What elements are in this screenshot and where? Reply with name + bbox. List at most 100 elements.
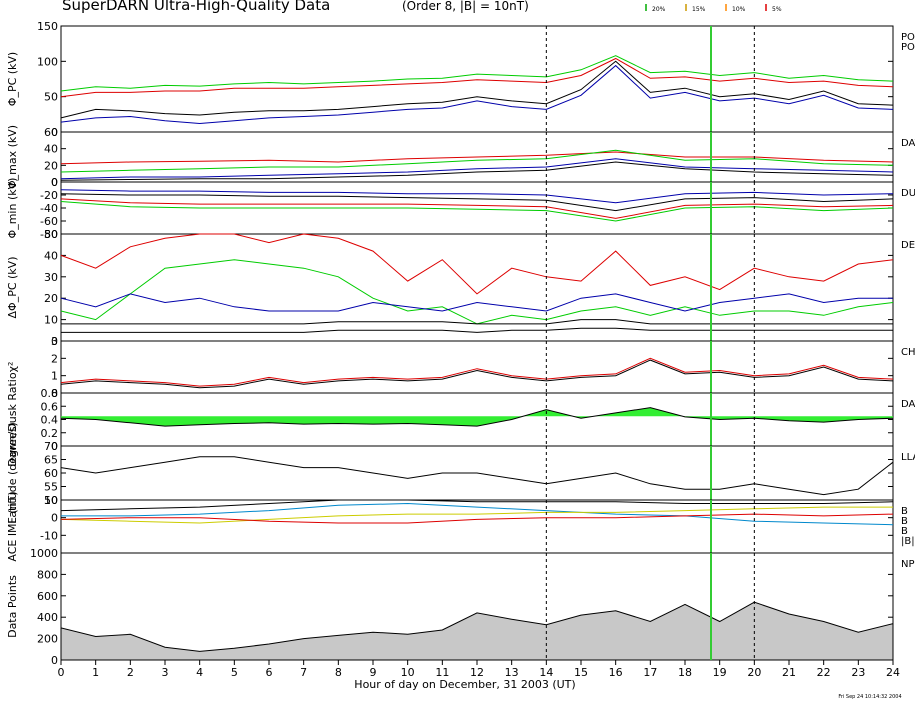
right-label-0-1: PO	[901, 42, 915, 53]
ytick-label-1-0: 0	[51, 176, 58, 189]
series-line-0-0	[60, 55, 894, 92]
xtick-label-15: 15	[574, 666, 588, 679]
xtick-label-12: 12	[470, 666, 484, 679]
legend-label-2: 10%	[732, 6, 746, 13]
ytick-label-5-0: 0	[51, 440, 58, 453]
panel-4: 0 1 2 3 χ² CH	[6, 335, 915, 400]
ytick-label-8-0: 0	[51, 654, 58, 667]
xtick-label-24: 24	[886, 666, 900, 679]
series-line-2-2	[60, 198, 894, 219]
ytick-label-4-1: 1	[51, 370, 58, 383]
panel-frame-0	[60, 25, 894, 133]
right-label-0-0: PO	[901, 32, 915, 43]
ytick-label-6-2: 60	[44, 467, 58, 480]
series-line-4-0	[60, 357, 894, 387]
ytick-label-3-4: 40	[44, 249, 58, 262]
ylabel-3: ΔΦ_PC (kV)	[6, 257, 19, 319]
xtick-label-20: 20	[747, 666, 761, 679]
ytick-label-3-1: 10	[44, 314, 58, 327]
ytick-label-3-0: 0	[51, 335, 58, 348]
series-line-7-2	[60, 506, 893, 524]
ytick-label-2-4: 0	[51, 176, 58, 189]
xtick-label-5: 5	[231, 666, 238, 679]
xtick-label-11: 11	[435, 666, 449, 679]
xtick-label-18: 18	[678, 666, 692, 679]
right-label-5-0: DAY	[901, 399, 915, 410]
panel-3: 0 10 20 30 40 50 ΔΦ_PC (kV) DE	[6, 228, 915, 348]
right-label-7-2: B	[901, 526, 908, 537]
xtick-label-14: 14	[539, 666, 553, 679]
panel-2: -80-60-40-200 Φ_min (kV) DU	[6, 176, 915, 241]
series-line-2-0	[60, 189, 894, 204]
series-line-7-0	[60, 499, 894, 512]
ytick-label-6-0: 50	[44, 494, 58, 507]
ytick-label-7-2: 10	[44, 494, 58, 507]
series-line-3-2	[60, 293, 893, 312]
ytick-label-5-1: 0.2	[41, 427, 59, 440]
ytick-label-3-5: 50	[44, 228, 58, 241]
ytick-label-6-3: 65	[44, 454, 58, 467]
ytick-label-8-2: 400	[37, 611, 58, 624]
xtick-label-22: 22	[817, 666, 831, 679]
xtick-label-23: 23	[851, 666, 865, 679]
series-line-6-0	[60, 456, 894, 496]
xtick-label-10: 10	[401, 666, 415, 679]
series-line-3-3	[61, 319, 893, 325]
xtick-label-4: 4	[196, 666, 203, 679]
series-fill-5-0	[61, 407, 893, 427]
ytick-label-0-1: 50	[44, 91, 58, 104]
xtick-label-17: 17	[643, 666, 657, 679]
series-line-2-1	[60, 193, 894, 212]
xtick-label-3: 3	[162, 666, 169, 679]
panel-frame-3	[60, 233, 894, 342]
x-axis: 0 1 2 3 4 5 6 7 8 9 10 11 12 13 14 15 16 17 18 19 20 21 22 23 24	[58, 660, 900, 679]
series-line-1-0	[60, 151, 894, 165]
ytick-label-1-1: 20	[44, 159, 58, 172]
legend-label-1: 15%	[692, 6, 706, 13]
ytick-label-2-0: -80	[40, 228, 58, 241]
right-label-3-0: DE	[901, 240, 915, 251]
chart-title: SuperDARN Ultra-High-Quality Data	[62, 0, 330, 14]
xtick-label-13: 13	[505, 666, 519, 679]
xtick-label-1: 1	[92, 666, 99, 679]
ytick-label-2-1: -60	[40, 215, 58, 228]
ytick-label-2-2: -40	[40, 202, 58, 215]
ytick-label-4-3: 3	[51, 335, 58, 348]
series-line-0-2	[60, 60, 894, 119]
right-label-6-0: LLA	[901, 452, 915, 463]
series-line-4-1	[60, 359, 894, 389]
ylabel-6: Latitude (degrees)	[6, 422, 19, 524]
ytick-label-1-2: 40	[44, 143, 58, 156]
x-axis-label: Hour of day on December, 31 2003 (UT)	[354, 678, 575, 691]
ytick-label-4-0: 0	[51, 387, 58, 400]
xtick-label-21: 21	[782, 666, 796, 679]
ytick-label-8-3: 600	[37, 590, 58, 603]
ylabel-8: Data Points	[6, 575, 19, 638]
series-line-3-0	[60, 233, 894, 295]
ylabel-4: χ²	[6, 362, 19, 373]
ylabel-5: Dawn/Dusk Ratio	[6, 372, 19, 466]
right-label-4-0: CH	[901, 347, 915, 358]
ytick-label-1-3: 60	[44, 126, 58, 139]
ytick-label-5-4: 0.8	[41, 387, 59, 400]
series-line-0-1	[60, 57, 894, 98]
series-line-1-3	[60, 161, 894, 181]
percent-legend: 20% 15% 10% 5%	[645, 4, 782, 13]
ytick-label-2-3: -20	[40, 189, 58, 202]
right-label-1-0: DAY	[901, 138, 915, 149]
xtick-label-8: 8	[335, 666, 342, 679]
ytick-label-3-3: 30	[44, 271, 58, 284]
panel-8: 0 200 400 600 800 1000 Data Points NP	[6, 547, 915, 667]
right-label-7-0: B	[901, 506, 908, 517]
ytick-label-5-2: 0.4	[41, 414, 59, 427]
right-label-7-3: |B|	[901, 536, 915, 547]
ytick-label-5-3: 0.6	[41, 400, 59, 413]
ytick-label-0-3: 150	[37, 20, 58, 33]
ytick-label-4-2: 2	[51, 352, 58, 365]
ytick-label-8-4: 800	[37, 568, 58, 581]
